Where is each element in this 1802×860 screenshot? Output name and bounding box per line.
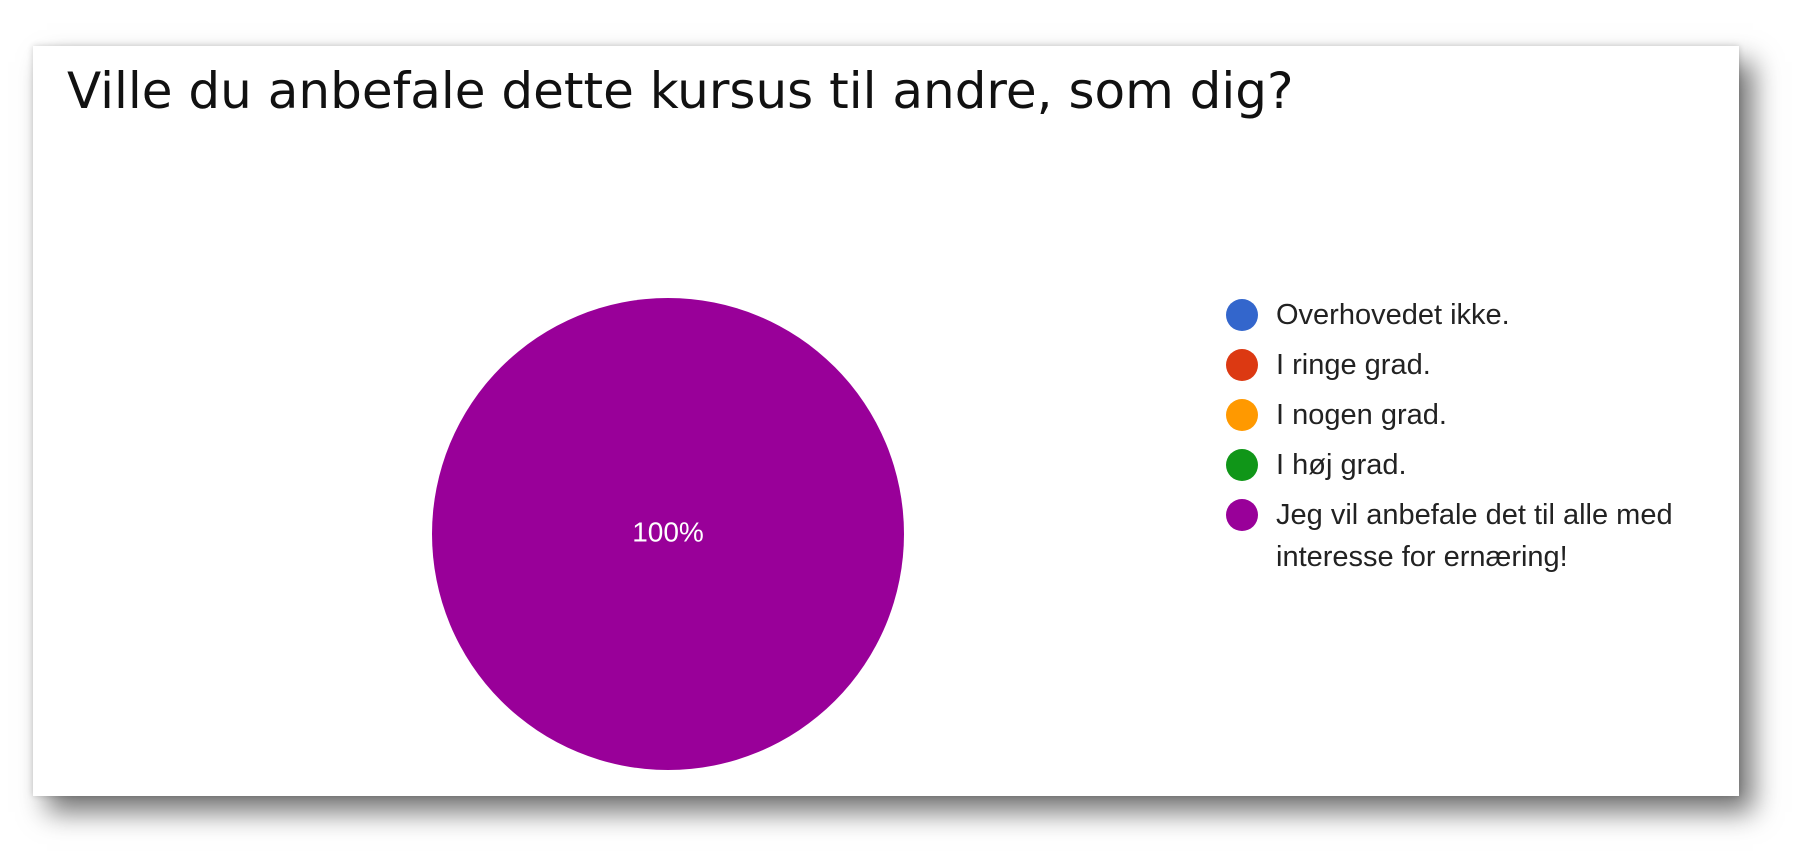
legend-label: Jeg vil anbefale det til alle med intere…: [1276, 499, 1673, 573]
legend-swatch: [1226, 349, 1258, 381]
legend-swatch: [1226, 399, 1258, 431]
legend-swatch: [1226, 299, 1258, 331]
legend-item[interactable]: I høj grad.: [1226, 444, 1706, 486]
legend: Overhovedet ikke. I ringe grad. I nogen …: [1226, 294, 1706, 586]
legend-label: I nogen grad.: [1276, 399, 1447, 431]
legend-swatch: [1226, 499, 1258, 531]
pie-chart: 100%: [432, 298, 904, 770]
legend-item[interactable]: I nogen grad.: [1226, 394, 1706, 436]
legend-label: I høj grad.: [1276, 449, 1407, 481]
legend-item[interactable]: I ringe grad.: [1226, 344, 1706, 386]
legend-item[interactable]: Jeg vil anbefale det til alle med intere…: [1226, 494, 1706, 578]
pie-slice[interactable]: [432, 298, 904, 770]
chart-title: Ville du anbefale dette kursus til andre…: [67, 62, 1294, 120]
pie-data-label: 100%: [632, 516, 704, 547]
legend-swatch: [1226, 449, 1258, 481]
legend-label: Overhovedet ikke.: [1276, 299, 1510, 331]
legend-item[interactable]: Overhovedet ikke.: [1226, 294, 1706, 336]
chart-card: Ville du anbefale dette kursus til andre…: [33, 46, 1739, 796]
legend-label: I ringe grad.: [1276, 349, 1431, 381]
